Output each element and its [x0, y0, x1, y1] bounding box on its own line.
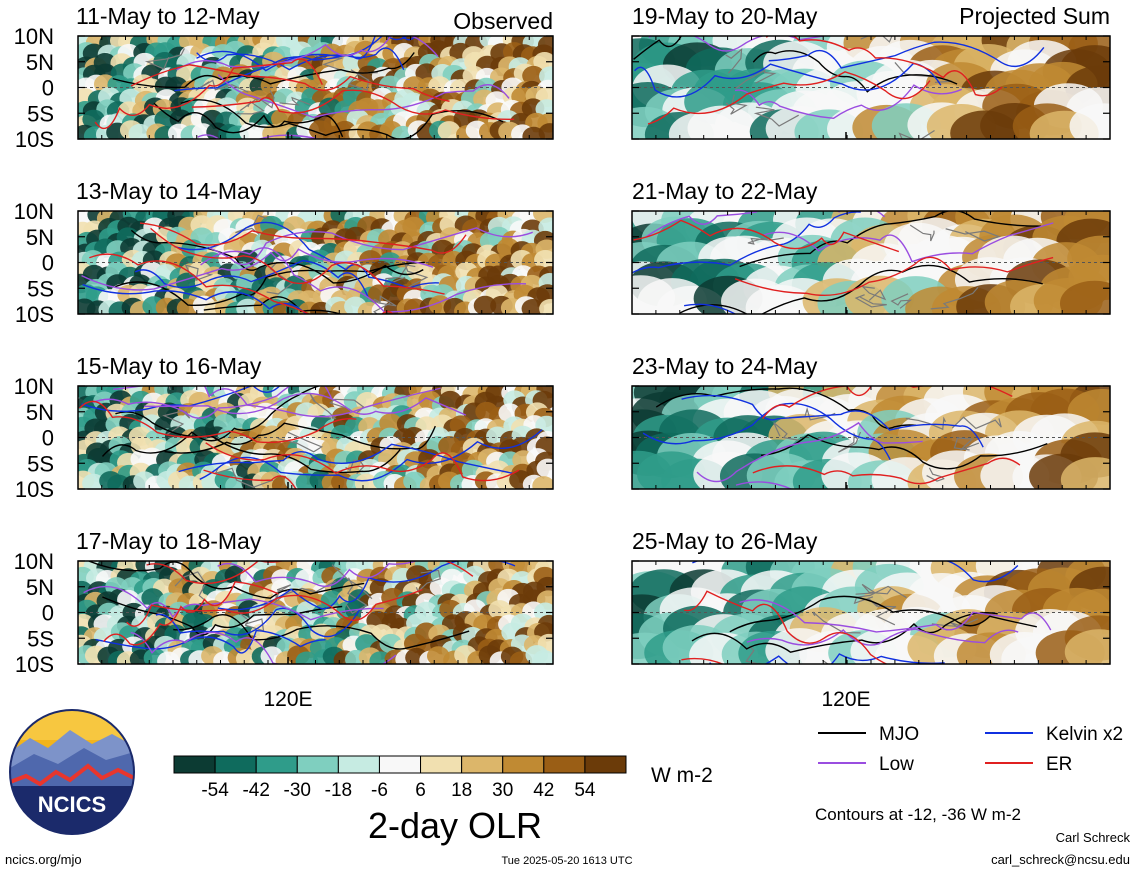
footer-email: carl_schreck@ncsu.edu [991, 852, 1130, 867]
lat-tick-3-2: 0 [42, 426, 54, 451]
lat-tick-2-0: 10N [14, 199, 54, 224]
lat-tick-1-4: 10S [15, 127, 54, 152]
footer-timestamp: Tue 2025-05-20 1613 UTC [501, 855, 632, 867]
lon-tick-left: 120E [263, 688, 312, 711]
colorbar-tick-4: -6 [371, 780, 388, 801]
olr-panel-5 [631, 35, 1111, 140]
legend-label-low: Low [879, 754, 914, 775]
colorbar-tick-8: 42 [533, 780, 554, 801]
olr-panel-1 [77, 35, 554, 140]
legend-label-er: ER [1046, 754, 1072, 775]
panel-title-left-2: 13-May to 14-May [76, 178, 262, 204]
legend-label-mjo: MJO [879, 724, 919, 745]
panel-title-right-3: 23-May to 24-May [632, 353, 818, 379]
lat-tick-4-2: 0 [42, 601, 54, 626]
lat-tick-1-1: 5N [26, 50, 54, 75]
lat-tick-labels: 10N5N05S10S10N5N05S10S10N5N05S10S10N5N05… [14, 24, 54, 677]
colorbar-swatch-8 [502, 755, 545, 774]
olr-panel-3 [77, 385, 554, 490]
panels-layer [77, 35, 1111, 665]
lat-tick-1-2: 0 [42, 76, 54, 101]
lat-tick-4-1: 5N [26, 575, 54, 600]
lat-tick-2-4: 10S [15, 302, 54, 327]
colorbar-tick-5: 6 [415, 780, 426, 801]
lat-tick-1-0: 10N [14, 24, 54, 49]
colorbar-tick-6: 18 [451, 780, 472, 801]
lat-tick-4-0: 10N [14, 549, 54, 574]
panel-title-left-1: 11-May to 12-May [76, 3, 260, 29]
footer-author: Carl Schreck [1056, 830, 1131, 845]
lat-tick-2-1: 5N [26, 225, 54, 250]
colorbar-swatch-5 [378, 755, 422, 774]
footer-url: ncics.org/mjo [5, 852, 82, 867]
olr-panel-8 [631, 560, 1111, 665]
olr-panel-4 [77, 560, 554, 665]
lat-tick-3-0: 10N [14, 374, 54, 399]
lat-tick-3-3: 5S [27, 451, 54, 476]
colorbar-tick-7: 30 [492, 780, 513, 801]
olr-panel-6 [631, 210, 1111, 315]
observed-label: Observed [453, 8, 553, 34]
colorbar-tick-2: -30 [284, 780, 311, 801]
colorbar-title: 2-day OLR [368, 805, 542, 846]
panel-title-right-2: 21-May to 22-May [632, 178, 818, 204]
lat-tick-2-2: 0 [42, 251, 54, 276]
lon-tick-right: 120E [821, 688, 870, 711]
lat-tick-4-4: 10S [15, 652, 54, 677]
legend: MJO Kelvin x2 Low ER [818, 724, 1123, 775]
panel-title-left-3: 15-May to 16-May [76, 353, 262, 379]
panel-title-left-4: 17-May to 18-May [76, 528, 262, 554]
lat-tick-1-3: 5S [27, 101, 54, 126]
colorbar-swatch-9 [543, 755, 586, 774]
colorbar-tick-1: -42 [242, 780, 269, 801]
ncics-logo-text: NCICS [38, 792, 106, 817]
olr-panel-7 [631, 385, 1111, 490]
lat-tick-3-4: 10S [15, 477, 54, 502]
olr-panel-2 [77, 210, 554, 315]
panel-title-right-1: 19-May to 20-May [632, 3, 818, 29]
colorbar-swatch-10 [584, 755, 627, 774]
colorbar-swatch-0 [173, 755, 216, 774]
legend-label-kelvin: Kelvin x2 [1046, 724, 1123, 745]
colorbar-swatch-3 [296, 755, 339, 774]
ncics-logo: NCICS [9, 709, 135, 835]
colorbar-units: W m-2 [651, 764, 713, 787]
colorbar-swatch-4 [337, 755, 380, 774]
lat-tick-4-3: 5S [27, 626, 54, 651]
colorbar-swatch-6 [420, 755, 463, 774]
colorbar: -54 -42 -30 -18 -6 6 18 30 42 54 [173, 755, 627, 801]
colorbar-tick-3: -18 [325, 780, 352, 801]
colorbar-swatch-7 [461, 755, 504, 774]
colorbar-swatch-1 [214, 755, 257, 774]
lat-tick-2-3: 5S [27, 276, 54, 301]
colorbar-tick-9: 54 [574, 780, 596, 801]
lat-tick-3-1: 5N [26, 400, 54, 425]
colorbar-tick-0: -54 [201, 780, 229, 801]
projected-label: Projected Sum [959, 3, 1110, 29]
colorbar-swatch-2 [255, 755, 298, 774]
contours-note: Contours at -12, -36 W m-2 [815, 805, 1021, 824]
panel-title-right-4: 25-May to 26-May [632, 528, 818, 554]
